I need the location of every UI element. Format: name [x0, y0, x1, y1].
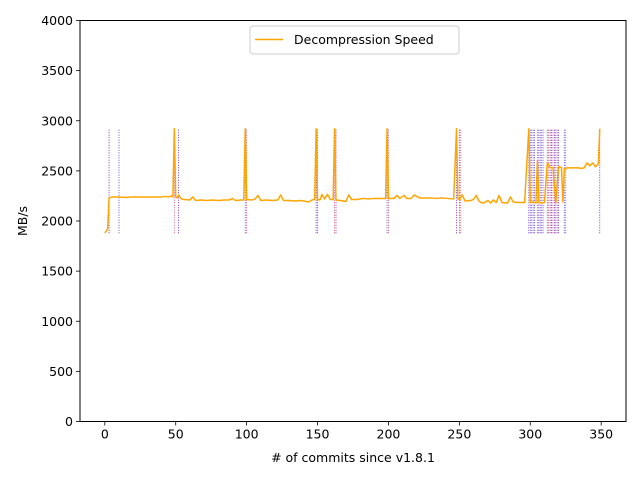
- x-tick-label: 50: [168, 427, 184, 442]
- x-tick-label: 100: [235, 427, 259, 442]
- x-tick-label: 350: [589, 427, 613, 442]
- x-axis-label: # of commits since v1.8.1: [271, 450, 435, 465]
- x-tick-label: 250: [447, 427, 471, 442]
- y-axis-ticks: 0 500 1000 1500 2000 2500 3000 3500 4000: [41, 13, 80, 429]
- x-tick-label: 200: [377, 427, 401, 442]
- x-tick-label: 300: [518, 427, 542, 442]
- y-axis-label: MB/s: [15, 206, 30, 236]
- y-tick-label: 1000: [41, 314, 73, 329]
- y-tick-label: 500: [49, 364, 73, 379]
- y-tick-label: 2500: [41, 163, 73, 178]
- legend: Decompression Speed: [249, 25, 460, 55]
- x-tick-label: 150: [306, 427, 330, 442]
- y-tick-label: 3500: [41, 63, 73, 78]
- y-tick-label: 2000: [41, 214, 73, 229]
- y-tick-label: 3000: [41, 113, 73, 128]
- series-layer: [104, 128, 601, 234]
- x-axis-ticks: 0 50 100 150 200 250 300 350: [101, 421, 613, 442]
- legend-series-label: Decompression Speed: [294, 32, 434, 47]
- series-line-decompression-speed: [104, 128, 601, 234]
- y-tick-label: 0: [65, 414, 73, 429]
- x-tick-label: 0: [101, 427, 109, 442]
- legend-box: [249, 25, 460, 55]
- y-tick-label: 4000: [41, 13, 73, 28]
- y-tick-label: 1500: [41, 264, 73, 279]
